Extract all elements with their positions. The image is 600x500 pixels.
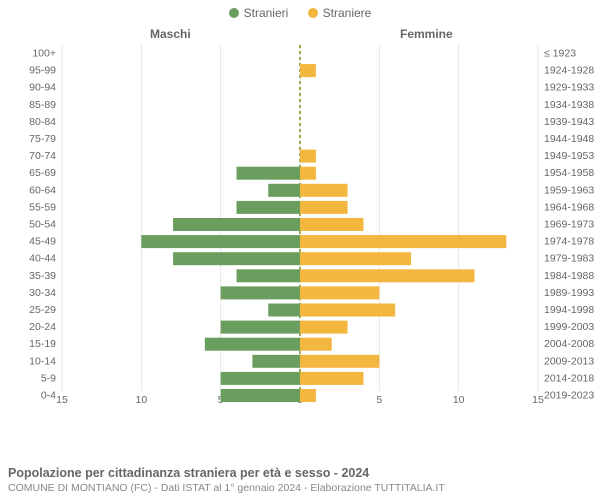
bar-female: [300, 338, 332, 351]
bar-female: [300, 252, 411, 265]
bar-female: [300, 184, 348, 197]
age-label: 35-39: [29, 270, 56, 282]
birth-year-label: 2019-2023: [544, 390, 594, 402]
x-tick-label: 10: [135, 394, 147, 406]
bar-female: [300, 372, 363, 385]
legend-item-female: Straniere: [308, 6, 372, 20]
birth-year-label: 1924-1928: [544, 65, 594, 77]
age-label: 95-99: [29, 65, 56, 77]
age-label: 100+: [32, 48, 56, 60]
bar-male: [173, 252, 300, 265]
age-label: 10-14: [29, 355, 56, 367]
birth-year-label: 1929-1933: [544, 82, 594, 94]
footer: Popolazione per cittadinanza straniera p…: [8, 466, 592, 494]
age-label: 65-69: [29, 167, 56, 179]
birth-year-label: 1939-1943: [544, 116, 594, 128]
bar-female: [300, 64, 316, 77]
x-tick-label: 5: [376, 394, 382, 406]
bar-male: [221, 321, 300, 334]
birth-year-label: ≤ 1923: [544, 48, 576, 60]
birth-year-label: 1999-2003: [544, 321, 594, 333]
bar-female: [300, 304, 395, 317]
bar-male: [237, 201, 300, 214]
age-label: 90-94: [29, 82, 56, 94]
bar-female: [300, 218, 363, 231]
bar-male: [221, 286, 300, 299]
birth-year-label: 1969-1973: [544, 219, 594, 231]
header-female: Femmine: [400, 27, 453, 41]
age-label: 85-89: [29, 99, 56, 111]
legend-swatch-female: [308, 8, 318, 18]
age-label: 70-74: [29, 150, 56, 162]
bar-female: [300, 150, 316, 163]
birth-year-label: 1979-1983: [544, 253, 594, 265]
birth-year-label: 1964-1968: [544, 201, 594, 213]
bar-male: [221, 372, 300, 385]
bar-female: [300, 201, 348, 214]
age-label: 25-29: [29, 304, 56, 316]
birth-year-label: 1934-1938: [544, 99, 594, 111]
bar-female: [300, 235, 506, 248]
birth-year-label: 1984-1988: [544, 270, 594, 282]
bar-female: [300, 167, 316, 180]
bar-female: [300, 269, 475, 282]
birth-year-label: 1994-1998: [544, 304, 594, 316]
age-label: 0-4: [41, 390, 56, 402]
bar-male: [173, 218, 300, 231]
age-label: 75-79: [29, 133, 56, 145]
age-label: 50-54: [29, 219, 56, 231]
birth-year-label: 2004-2008: [544, 338, 594, 350]
bar-female: [300, 389, 316, 402]
bar-female: [300, 286, 379, 299]
birth-year-label: 1954-1958: [544, 167, 594, 179]
bar-male: [141, 235, 300, 248]
age-label: 55-59: [29, 201, 56, 213]
legend-swatch-male: [229, 8, 239, 18]
legend: Stranieri Straniere: [0, 0, 600, 23]
header-male: Maschi: [150, 27, 191, 41]
x-tick-label: 15: [56, 394, 68, 406]
bar-male: [221, 389, 300, 402]
bar-male: [237, 269, 300, 282]
age-label: 60-64: [29, 184, 56, 196]
chart-subtitle: COMUNE DI MONTIANO (FC) - Dati ISTAT al …: [8, 482, 592, 494]
age-label: 5-9: [41, 372, 56, 384]
x-tick-label: 10: [453, 394, 465, 406]
legend-label-female: Straniere: [323, 6, 372, 20]
bar-female: [300, 321, 348, 334]
chart: Maschi Femmine Fasce di età Anni di nasc…: [0, 23, 600, 443]
legend-label-male: Stranieri: [244, 6, 289, 20]
age-label: 30-34: [29, 287, 56, 299]
age-label: 20-24: [29, 321, 56, 333]
age-label: 45-49: [29, 236, 56, 248]
birth-year-label: 1989-1993: [544, 287, 594, 299]
birth-year-label: 1944-1948: [544, 133, 594, 145]
age-label: 40-44: [29, 253, 56, 265]
population-pyramid: 15105051015100+≤ 192395-991924-192890-94…: [62, 45, 538, 405]
age-label: 80-84: [29, 116, 56, 128]
bar-female: [300, 355, 379, 368]
legend-item-male: Stranieri: [229, 6, 289, 20]
birth-year-label: 2009-2013: [544, 355, 594, 367]
x-tick-label: 15: [532, 394, 544, 406]
chart-title: Popolazione per cittadinanza straniera p…: [8, 466, 592, 480]
bar-male: [268, 184, 300, 197]
bar-male: [205, 338, 300, 351]
birth-year-label: 1959-1963: [544, 184, 594, 196]
birth-year-label: 1949-1953: [544, 150, 594, 162]
age-label: 15-19: [29, 338, 56, 350]
bar-male: [237, 167, 300, 180]
birth-year-label: 2014-2018: [544, 372, 594, 384]
bar-male: [268, 304, 300, 317]
birth-year-label: 1974-1978: [544, 236, 594, 248]
bar-male: [252, 355, 300, 368]
